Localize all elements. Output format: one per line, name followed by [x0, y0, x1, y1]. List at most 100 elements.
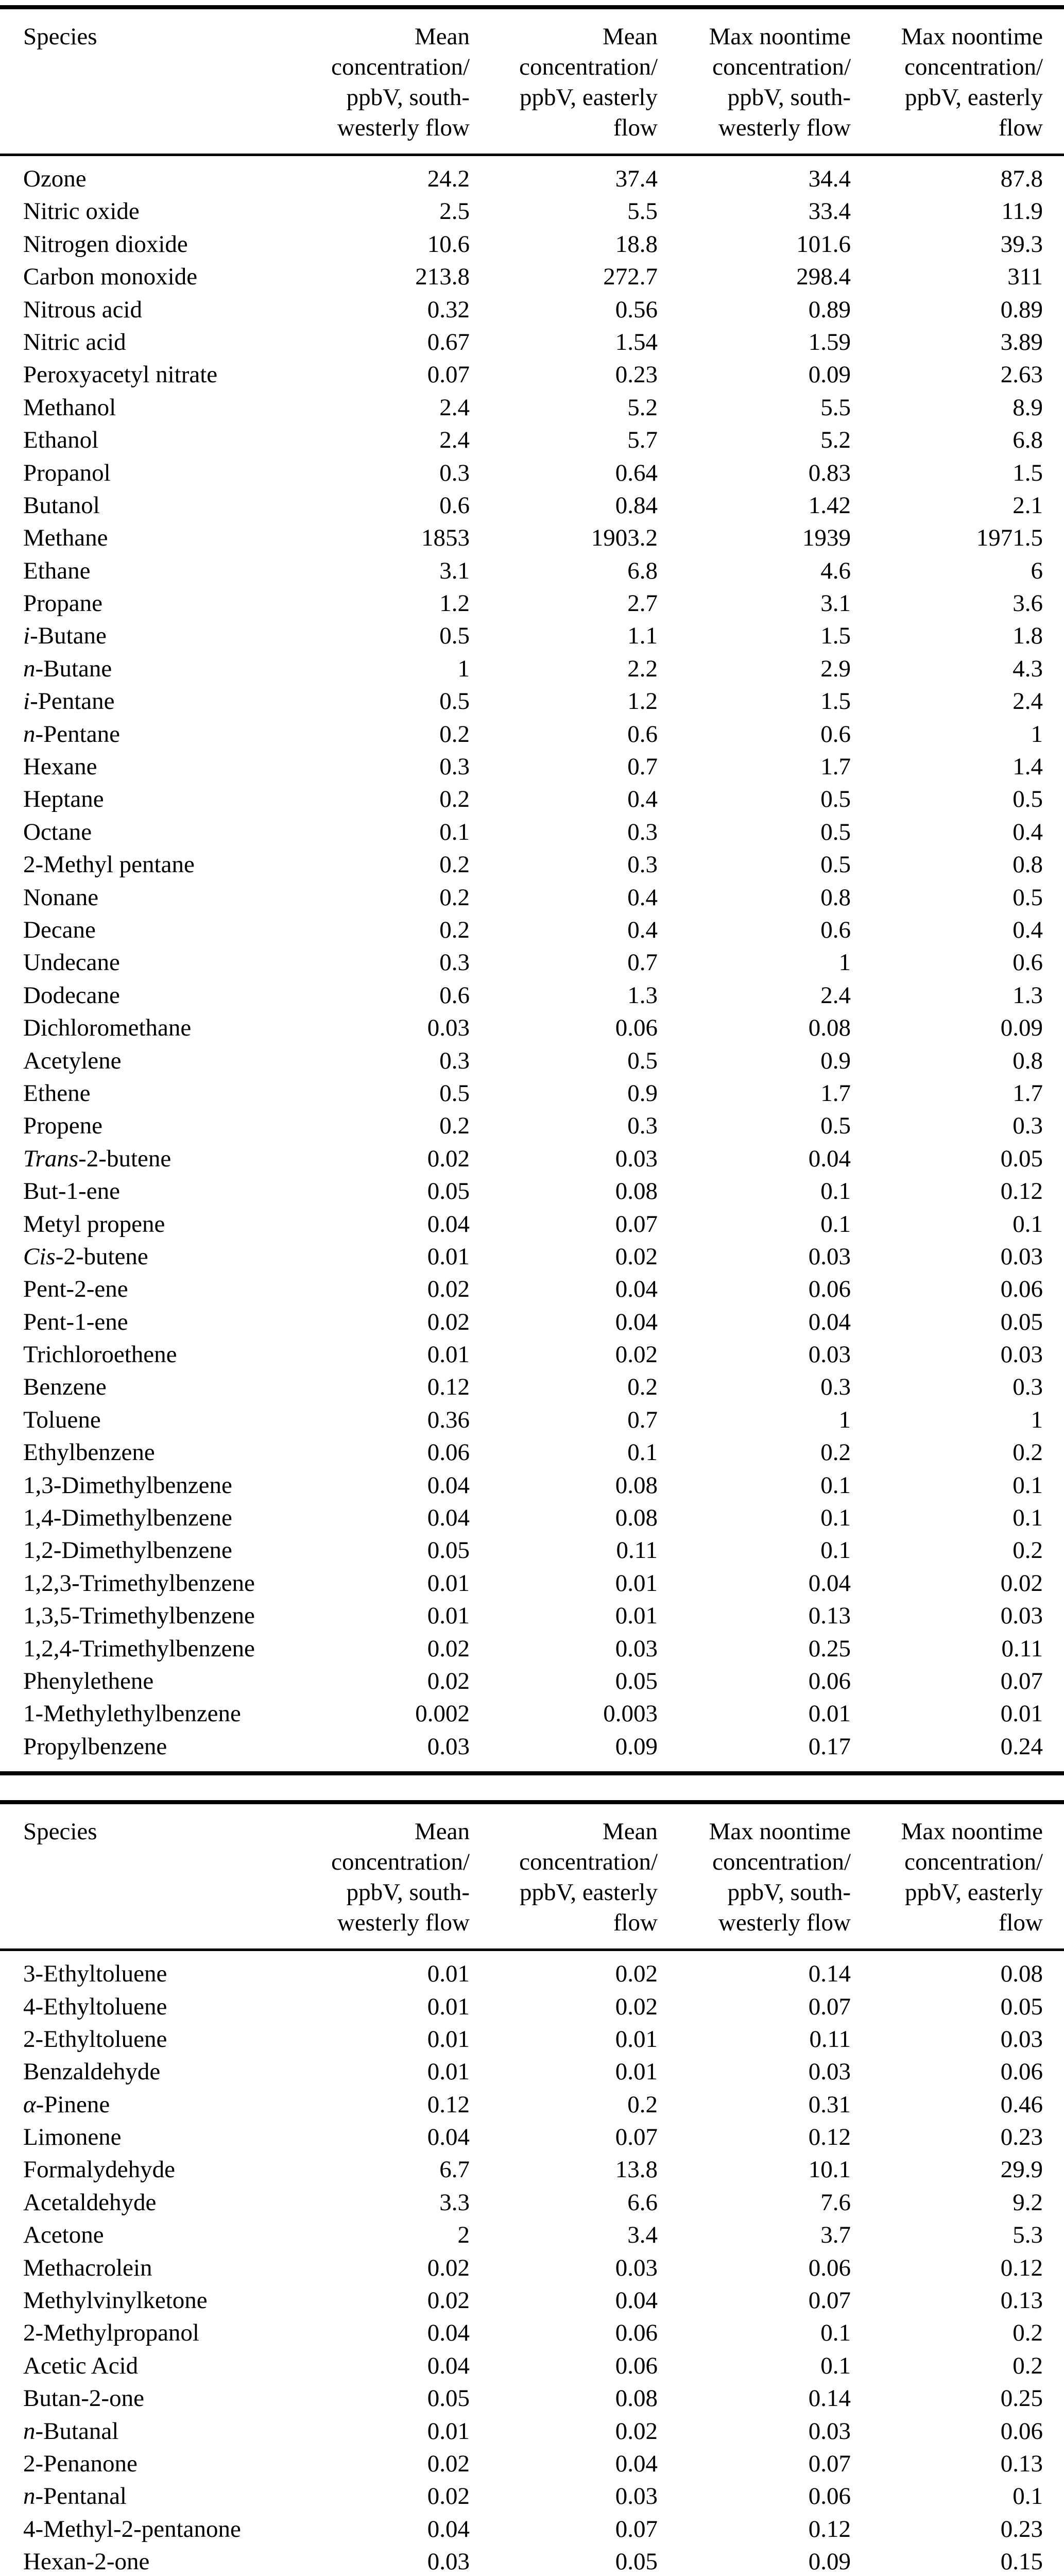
value-cell: 0.5	[439, 1079, 470, 1107]
value-cell: 0.08	[808, 1014, 851, 1042]
species-cell: Hexan-2-one	[23, 2548, 150, 2575]
value-cell: 0.06	[1000, 2417, 1043, 2445]
value-cell: 0.36	[427, 1406, 470, 1433]
value-cell: 0.02	[615, 1960, 658, 1988]
table-row: Trans-2-butene 0.02 0.03 0.04 0.05	[0, 1143, 1064, 1175]
species-italic-prefix: i	[23, 688, 30, 715]
header-line: westerly flow	[718, 114, 851, 141]
value-cell: 0.01	[427, 2025, 470, 2053]
value-cell: 0.01	[808, 1700, 851, 1727]
value-cell: 0.64	[615, 459, 658, 486]
value-cell: 0.4	[627, 786, 658, 813]
table-row: Trichloroethene 0.01 0.02 0.03 0.03	[0, 1338, 1064, 1371]
species-concentration-table-2: Species Mean concentration/ppbV, south-wes…	[0, 1800, 1064, 2576]
table-row: Methanol 2.4 5.2 5.5 8.9	[0, 392, 1064, 424]
species-cell: Pent-2-ene	[23, 1276, 128, 1303]
species-cell: n-Pentanal	[23, 2483, 127, 2510]
table-row: 2-Penanone 0.02 0.04 0.07 0.13	[0, 2448, 1064, 2480]
value-cell: 0.09	[808, 361, 851, 388]
table-row: Limonene 0.04 0.07 0.12 0.23	[0, 2121, 1064, 2154]
species-italic-prefix: n	[23, 2483, 36, 2510]
value-cell: 0.02	[427, 2483, 470, 2510]
value-cell: 0.04	[615, 2450, 658, 2477]
value-cell: 0.2	[439, 916, 470, 943]
table-row: 2-Methylpropanol 0.04 0.06 0.1 0.2	[0, 2317, 1064, 2349]
header-separator-rule	[0, 154, 1064, 156]
species-cell: Nitric oxide	[23, 198, 140, 225]
value-cell: 0.003	[603, 1700, 658, 1727]
table-row: 4-Ethyltoluene 0.01 0.02 0.07 0.05	[0, 1991, 1064, 2023]
value-cell: 2.4	[820, 981, 851, 1009]
value-column-header: Max noontime concentration/ppbV, easterly…	[851, 1817, 1064, 1938]
value-cell: 0.5	[1012, 786, 1043, 813]
table-row: Metyl propene 0.04 0.07 0.1 0.1	[0, 1208, 1064, 1241]
value-cell: 3.3	[439, 2189, 470, 2216]
value-cell: 0.56	[615, 296, 658, 323]
species-italic-prefix: n	[23, 655, 36, 682]
value-cell: 1.1	[627, 622, 658, 650]
value-cell: 5.2	[627, 394, 658, 421]
header-line: ppbV, easterly	[904, 84, 1043, 111]
value-cell: 0.6	[439, 981, 470, 1009]
value-cell: 10.1	[808, 2156, 851, 2183]
value-cell: 0.5	[820, 851, 851, 878]
header-line: Max noontime	[709, 23, 851, 50]
value-cell: 0.2	[627, 1374, 658, 1401]
species-cell: Limonene	[23, 2124, 122, 2151]
value-cell: 0.15	[1000, 2548, 1043, 2575]
species-italic-prefix: n	[23, 720, 36, 748]
species-cell: Butan-2-one	[23, 2385, 144, 2412]
value-cell: 0.02	[427, 1635, 470, 1662]
table-row: Methylvinylketone 0.02 0.04 0.07 0.13	[0, 2284, 1064, 2317]
value-cell: 0.1	[1012, 2483, 1043, 2510]
species-cell: Acetic Acid	[23, 2352, 139, 2379]
value-cell: 0.13	[808, 1602, 851, 1630]
value-cell: 0.46	[1000, 2091, 1043, 2118]
value-cell: 1971.5	[976, 524, 1043, 552]
value-cell: 0.02	[427, 2287, 470, 2314]
value-cell: 1	[838, 1406, 851, 1433]
table-row: 1,3-Dimethylbenzene 0.04 0.08 0.1 0.1	[0, 1469, 1064, 1502]
header-line: Max noontime	[709, 1818, 851, 1845]
header-line: concentration/	[712, 54, 851, 80]
value-cell: 6.7	[439, 2156, 470, 2183]
value-cell: 0.3	[439, 1047, 470, 1074]
value-cell: 1.7	[1012, 1079, 1043, 1107]
table-row: Acetic Acid 0.04 0.06 0.1 0.2	[0, 2350, 1064, 2382]
value-cell: 0.3	[627, 851, 658, 878]
table-row: Pent-2-ene 0.02 0.04 0.06 0.06	[0, 1273, 1064, 1306]
value-cell: 0.1	[627, 1439, 658, 1466]
table-row: Dichloromethane 0.03 0.06 0.08 0.09	[0, 1012, 1064, 1044]
value-cell: 0.05	[427, 2385, 470, 2412]
species-cell: Phenylethene	[23, 1667, 154, 1694]
header-line: concentration/	[519, 1849, 658, 1876]
value-cell: 0.2	[1012, 1537, 1043, 1564]
value-cell: 5.5	[820, 394, 851, 421]
value-cell: 0.24	[1000, 1733, 1043, 1760]
value-cell: 0.06	[615, 2352, 658, 2379]
value-cell: 298.4	[796, 263, 851, 291]
species-cell: Toluene	[23, 1406, 101, 1433]
header-line: concentration/	[904, 1849, 1043, 1876]
value-cell: 0.7	[627, 753, 658, 781]
value-cell: 0.89	[808, 296, 851, 323]
species-cell: n-Butane	[23, 655, 112, 682]
table-row: Ethene 0.5 0.9 1.7 1.7	[0, 1077, 1064, 1110]
header-line: concentration/	[904, 54, 1043, 80]
species-cell: Cis-2-butene	[23, 1243, 148, 1270]
value-cell: 34.4	[808, 165, 851, 192]
value-cell: 5.2	[820, 427, 851, 454]
value-cell: 0.5	[439, 622, 470, 650]
table-row: Propanol 0.3 0.64 0.83 1.5	[0, 457, 1064, 489]
species-cell: Methylvinylketone	[23, 2287, 208, 2314]
table-row: Butan-2-one 0.05 0.08 0.14 0.25	[0, 2382, 1064, 2415]
table-row: Acetaldehyde 3.3 6.6 7.6 9.2	[0, 2187, 1064, 2219]
header-line: flow	[998, 1909, 1043, 1937]
value-cell: 2.4	[439, 427, 470, 454]
value-cell: 0.03	[808, 1243, 851, 1270]
value-cell: 0.03	[808, 1341, 851, 1368]
value-cell: 0.02	[427, 1308, 470, 1335]
value-cell: 2.9	[820, 655, 851, 682]
value-cell: 0.8	[1012, 851, 1043, 878]
